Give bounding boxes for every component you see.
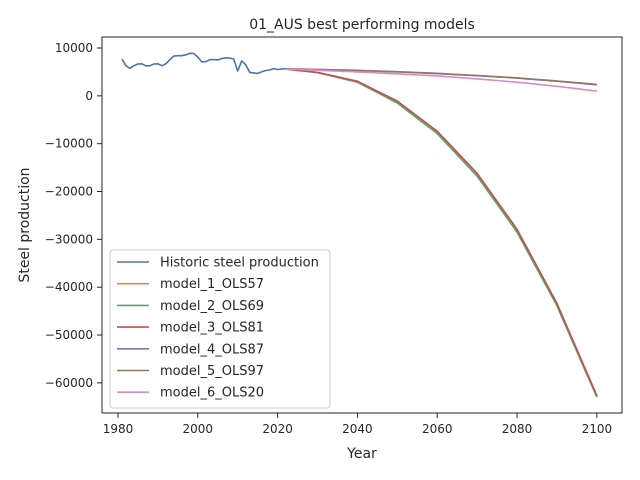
plot-lines	[121, 52, 598, 398]
legend-label: model_5_OLS97	[160, 364, 264, 379]
y-tick-label: −20000	[45, 185, 93, 199]
y-tick-label: −50000	[45, 328, 93, 342]
x-tick-label: 2000	[183, 422, 214, 436]
series-line-model_1_OLS57	[285, 68, 598, 397]
plot-frame	[101, 36, 623, 414]
y-axis-ticks: 10000 0 −10000 −20000 −30000 −40000 −50000 −600…	[45, 41, 102, 390]
series-line-Historic steel production	[121, 52, 286, 75]
y-tick-label: 0	[85, 89, 93, 103]
legend-label: model_6_OLS20	[160, 386, 264, 401]
series-line-model_5_OLS97	[285, 68, 597, 86]
chart-title: 01_AUS best performing models	[249, 17, 475, 33]
x-tick-label: 2020	[262, 422, 293, 436]
y-tick-label: −40000	[45, 280, 93, 294]
series-line-model_3_OLS81	[285, 68, 598, 397]
legend-box	[109, 249, 331, 409]
series-line-model_6_OLS20	[285, 68, 597, 92]
x-tick-label: 2060	[422, 422, 453, 436]
x-tick-label: 1980	[103, 422, 134, 436]
legend-label: model_3_OLS81	[160, 321, 264, 336]
y-axis-label: Steel production	[17, 167, 33, 282]
legend-label: model_2_OLS69	[160, 299, 264, 314]
x-axis-ticks: 1980 2000 2020 2040 2060 2080 2100	[103, 413, 612, 436]
y-tick-label: −30000	[45, 232, 93, 246]
legend: Historic steel production model_1_OLS57mo…	[109, 249, 331, 409]
x-tick-label: 2100	[582, 422, 613, 436]
x-axis-label: Year	[346, 446, 377, 462]
legend-label: Historic steel production	[160, 256, 319, 271]
x-tick-label: 2080	[502, 422, 533, 436]
y-tick-label: −60000	[45, 376, 93, 390]
series-line-model_2_OLS69	[285, 68, 598, 398]
legend-label: model_4_OLS87	[160, 342, 264, 357]
y-tick-label: −10000	[45, 137, 93, 151]
x-tick-label: 2040	[342, 422, 373, 436]
y-tick-label: 10000	[55, 41, 93, 55]
legend-label: model_1_OLS57	[160, 277, 264, 292]
